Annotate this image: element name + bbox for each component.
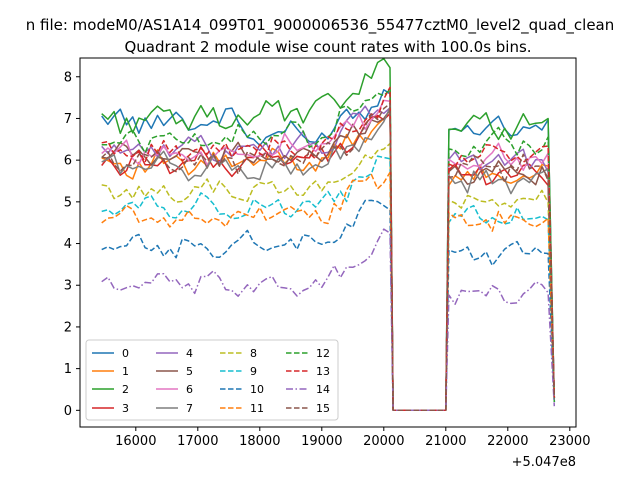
series-line-0 bbox=[101, 89, 556, 412]
legend-label-15: 15 bbox=[316, 402, 330, 415]
y-axis: 0 1 2 3 4 5 6 7 8 bbox=[64, 70, 80, 419]
y-tick-label: 5 bbox=[64, 195, 72, 210]
series-line-15 bbox=[101, 102, 556, 412]
series-line-9 bbox=[101, 155, 556, 412]
x-tick-label: 22000 bbox=[487, 434, 528, 449]
series-line-5 bbox=[101, 109, 556, 412]
legend-label-13: 13 bbox=[316, 365, 330, 378]
x-tick-label: 18000 bbox=[239, 434, 280, 449]
chart-title: Quadrant 2 module wise count rates with … bbox=[124, 38, 531, 56]
legend-label-7: 7 bbox=[186, 402, 193, 415]
legend-label-9: 9 bbox=[250, 365, 257, 378]
y-tick-label: 0 bbox=[64, 404, 72, 419]
y-tick-label: 2 bbox=[64, 320, 72, 335]
series-line-7 bbox=[101, 106, 556, 412]
x-tick-label: 17000 bbox=[177, 434, 218, 449]
legend-label-14: 14 bbox=[316, 383, 330, 396]
legend-label-5: 5 bbox=[186, 365, 193, 378]
legend-label-0: 0 bbox=[122, 347, 129, 360]
legend-label-11: 11 bbox=[250, 402, 264, 415]
legend-label-3: 3 bbox=[122, 402, 129, 415]
x-axis: 16000 17000 18000 19000 20000 21000 22000 23000 bbox=[115, 427, 590, 449]
legend-label-1: 1 bbox=[122, 365, 129, 378]
x-tick-label: 19000 bbox=[301, 434, 342, 449]
plot-frame bbox=[79, 57, 577, 428]
legend-label-12: 12 bbox=[316, 347, 330, 360]
x-tick-label: 16000 bbox=[115, 434, 156, 449]
x-axis-offset-label: +5.047e8 bbox=[512, 455, 576, 470]
y-tick-label: 8 bbox=[64, 70, 72, 85]
series-line-10 bbox=[101, 199, 556, 412]
series-line-2 bbox=[101, 58, 556, 412]
series-line-12 bbox=[101, 88, 556, 412]
x-tick-label: 21000 bbox=[425, 434, 466, 449]
legend-label-6: 6 bbox=[186, 383, 193, 396]
legend-label-4: 4 bbox=[186, 347, 193, 360]
series-line-8 bbox=[101, 142, 556, 412]
series-line-13 bbox=[101, 86, 556, 412]
legend-label-2: 2 bbox=[122, 383, 129, 396]
y-tick-label: 3 bbox=[64, 279, 72, 294]
legend-label-8: 8 bbox=[250, 347, 257, 360]
x-tick-label: 20000 bbox=[363, 434, 404, 449]
series-layer bbox=[101, 58, 556, 412]
y-tick-label: 6 bbox=[64, 154, 72, 169]
figure-suptitle: n file: modeM0/AS1A14_099T01_9000006536_… bbox=[26, 16, 615, 35]
y-tick-label: 1 bbox=[64, 362, 72, 377]
legend-frame bbox=[85, 339, 339, 421]
legend-label-10: 10 bbox=[250, 383, 264, 396]
x-tick-label: 23000 bbox=[549, 434, 590, 449]
y-tick-label: 7 bbox=[64, 112, 72, 127]
series-line-3 bbox=[101, 112, 556, 412]
series-line-11 bbox=[101, 171, 556, 412]
series-line-6 bbox=[101, 99, 556, 412]
y-tick-label: 4 bbox=[64, 237, 72, 252]
series-line-14 bbox=[101, 228, 556, 412]
